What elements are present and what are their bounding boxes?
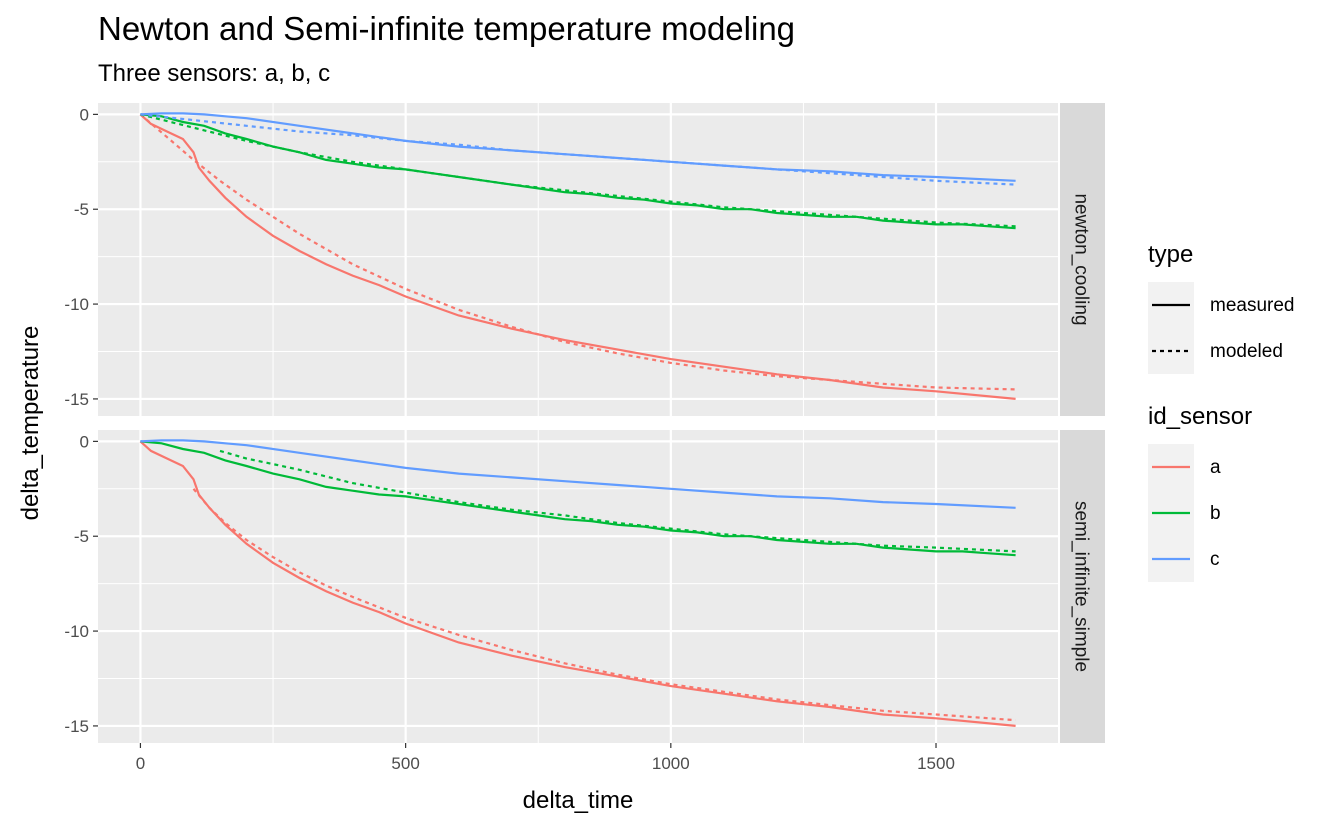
series-line-b-modeled xyxy=(140,113,1016,228)
panel-newton_cooling: 0 -5 -10 -15 newton_cooling xyxy=(64,103,1105,416)
x-tick-label: 1000 xyxy=(652,754,690,773)
y-tick-label: -5 xyxy=(74,200,89,219)
y-tick-label: 0 xyxy=(80,105,89,124)
legend-label: modeled xyxy=(1210,341,1283,362)
chart-subtitle: Three sensors: a, b, c xyxy=(98,60,331,87)
panel-semi_infinite_simple: 0 -5 -10 -15 semi_infinite_simple xyxy=(64,430,1105,743)
series-line-b-modeled xyxy=(219,449,1016,553)
y-axis-title: delta_temperature xyxy=(17,326,44,521)
x-tick-label: 1500 xyxy=(917,754,955,773)
legend-label: c xyxy=(1210,549,1220,570)
y-tick-label: -15 xyxy=(64,717,89,736)
x-tick-label: 500 xyxy=(391,754,419,773)
legend-title: id_sensor xyxy=(1148,403,1252,430)
legend-label: a xyxy=(1210,457,1221,478)
panel-background xyxy=(98,430,1058,743)
panel-background xyxy=(98,103,1058,416)
series-line-a-measured xyxy=(139,440,1016,727)
facet-strip xyxy=(1060,430,1105,743)
legend-label: b xyxy=(1210,503,1221,524)
series-line-c-modeled xyxy=(140,113,1016,186)
facet-strip xyxy=(1060,103,1105,416)
facet-strip-label: newton_cooling xyxy=(1071,193,1092,325)
series-line-a-measured xyxy=(139,113,1016,400)
facet-strip-label: semi_infinite_simple xyxy=(1071,501,1092,672)
legend-title: type xyxy=(1148,241,1193,268)
chart-title: Newton and Semi-infinite temperature mod… xyxy=(98,10,796,47)
x-axis-title: delta_time xyxy=(523,787,634,814)
series-line-b-measured xyxy=(140,113,1016,230)
x-tick-label: 0 xyxy=(136,754,145,773)
series-line-b-measured xyxy=(140,440,1016,557)
legend-label: measured xyxy=(1210,295,1295,316)
series-line-a-modeled xyxy=(139,113,1016,391)
y-tick-label: -5 xyxy=(74,527,89,546)
y-tick-label: -10 xyxy=(64,622,89,641)
series-line-c-measured xyxy=(140,439,1016,509)
y-tick-label: 0 xyxy=(80,432,89,451)
y-tick-label: -10 xyxy=(64,295,89,314)
y-tick-label: -15 xyxy=(64,390,89,409)
